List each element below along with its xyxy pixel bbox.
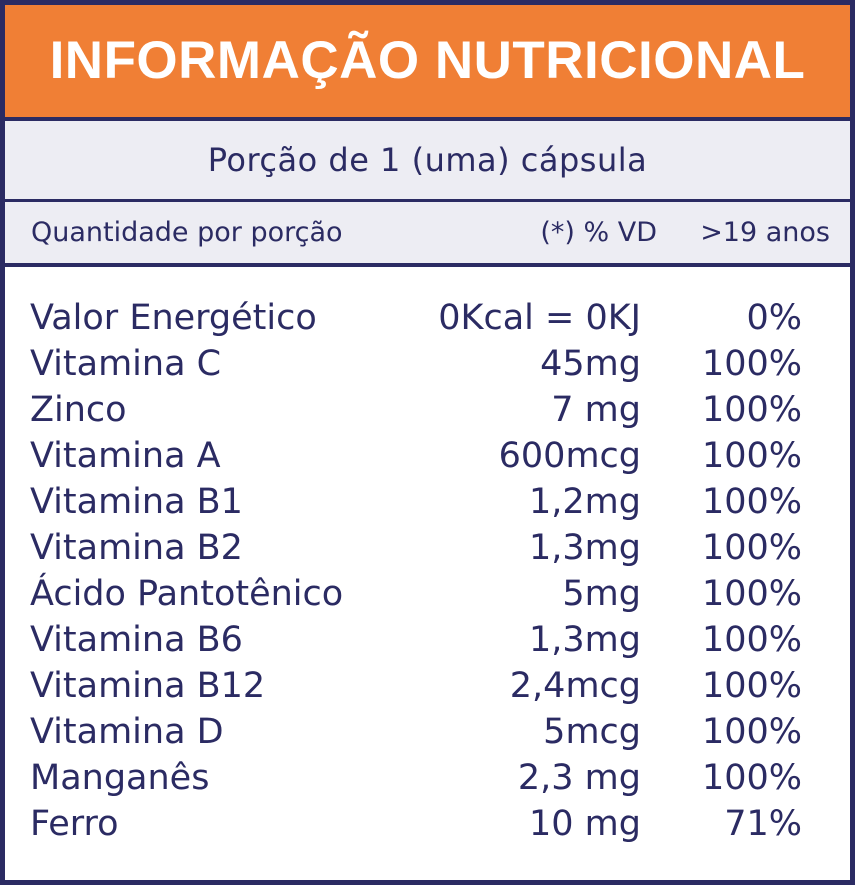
nutrient-amount: 5mcg	[543, 712, 641, 752]
nutrient-row: Ferro 10 mg 71%	[5, 801, 850, 847]
nutrient-name: Vitamina D	[30, 712, 224, 752]
nutrient-amount: 0Kcal = 0KJ	[438, 298, 641, 338]
nutrient-daily-value: 100%	[701, 712, 802, 752]
nutrient-name: Vitamina B6	[30, 620, 243, 660]
nutrient-daily-value: 100%	[701, 390, 802, 430]
nutrient-name: Vitamina B1	[30, 482, 243, 522]
nutrient-row: Valor Energético 0Kcal = 0KJ 0%	[5, 295, 850, 341]
nutrient-name: Manganês	[30, 758, 210, 798]
nutrient-name: Vitamina C	[30, 344, 222, 384]
portion-band: Porção de 1 (uma) cápsula	[5, 121, 850, 202]
nutrient-row: Vitamina C 45mg 100%	[5, 341, 850, 387]
nutrient-daily-value: 100%	[701, 344, 802, 384]
nutrient-daily-value: 100%	[701, 436, 802, 476]
nutrient-row: Ácido Pantotênico 5mg 100%	[5, 571, 850, 617]
nutrient-row: Vitamina D 5mcg 100%	[5, 709, 850, 755]
nutrient-daily-value: 100%	[701, 666, 802, 706]
nutrient-daily-value: 100%	[701, 574, 802, 614]
nutrient-name: Vitamina B2	[30, 528, 243, 568]
nutrient-name: Vitamina A	[30, 436, 221, 476]
portion-size: Porção de 1 (uma) cápsula	[207, 141, 648, 179]
nutrient-row: Vitamina A 600mcg 100%	[5, 433, 850, 479]
nutrient-name: Ácido Pantotênico	[30, 574, 344, 614]
nutrient-row: Vitamina B1 1,2mg 100%	[5, 479, 850, 525]
header-daily-value: (*) % VD	[540, 217, 657, 248]
nutrient-amount: 45mg	[540, 344, 641, 384]
nutrient-row: Vitamina B12 2,4mcg 100%	[5, 663, 850, 709]
nutrient-amount: 5mg	[562, 574, 641, 614]
nutrient-row: Vitamina B2 1,3mg 100%	[5, 525, 850, 571]
nutrient-name: Zinco	[30, 390, 127, 430]
header-quantity: Quantidade por porção	[31, 217, 343, 248]
nutrient-daily-value: 71%	[724, 804, 802, 844]
nutrient-daily-value: 100%	[701, 528, 802, 568]
panel-title: INFORMAÇÃO NUTRICIONAL	[49, 31, 806, 90]
nutrient-row: Zinco 7 mg 100%	[5, 387, 850, 433]
nutrient-row: Vitamina B6 1,3mg 100%	[5, 617, 850, 663]
nutrient-daily-value: 0%	[746, 298, 802, 338]
nutrient-amount: 10 mg	[529, 804, 641, 844]
nutrient-daily-value: 100%	[701, 758, 802, 798]
nutrient-daily-value: 100%	[701, 620, 802, 660]
nutrient-name: Ferro	[30, 804, 119, 844]
nutrient-amount: 2,4mcg	[509, 666, 641, 706]
nutrient-list: Valor Energético 0Kcal = 0KJ 0% Vitamina C 4…	[5, 295, 850, 847]
nutrient-name: Valor Energético	[30, 298, 317, 338]
nutrient-amount: 1,2mg	[529, 482, 641, 522]
nutrient-amount: 1,3mg	[529, 620, 641, 660]
nutrient-daily-value: 100%	[701, 482, 802, 522]
header-age-group: >19 anos	[700, 217, 830, 248]
column-header-row: Quantidade por porção (*) % VD >19 anos	[5, 202, 850, 267]
nutrient-amount: 600mcg	[498, 436, 641, 476]
nutrient-amount: 1,3mg	[529, 528, 641, 568]
nutrient-amount: 7 mg	[551, 390, 641, 430]
title-bar: INFORMAÇÃO NUTRICIONAL	[5, 5, 850, 121]
nutrient-name: Vitamina B12	[30, 666, 266, 706]
nutrient-amount: 2,3 mg	[517, 758, 641, 798]
nutrient-row: Manganês 2,3 mg 100%	[5, 755, 850, 801]
